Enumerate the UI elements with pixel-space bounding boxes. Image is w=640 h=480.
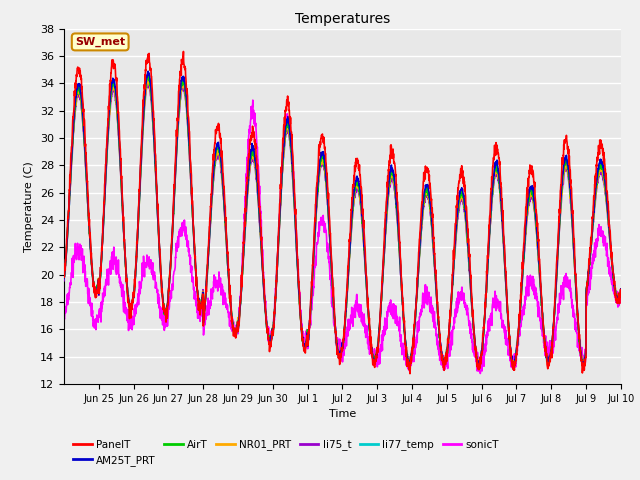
AM25T_PRT <box>609 271 617 277</box>
AirT <box>509 366 517 372</box>
AirT <box>116 144 124 150</box>
sonicT <box>542 344 550 350</box>
li75_t <box>617 287 625 292</box>
li75_t <box>511 360 518 366</box>
AM25T_PRT <box>236 305 244 311</box>
li77_temp <box>60 277 68 283</box>
Line: PanelT: PanelT <box>64 51 621 373</box>
li77_temp <box>376 319 384 325</box>
sonicT <box>60 323 68 328</box>
sonicT <box>477 371 484 376</box>
PanelT <box>60 272 68 278</box>
Line: li75_t: li75_t <box>64 80 621 366</box>
sonicT <box>617 294 625 300</box>
AirT <box>145 72 152 78</box>
NR01_PRT <box>60 276 68 282</box>
PanelT <box>180 48 188 54</box>
sonicT <box>609 276 617 282</box>
PanelT <box>406 371 414 376</box>
sonicT <box>376 346 384 352</box>
li77_temp <box>617 288 625 294</box>
AM25T_PRT <box>116 144 124 150</box>
sonicT <box>236 308 244 313</box>
AirT <box>542 348 550 354</box>
li75_t <box>236 305 244 311</box>
AM25T_PRT <box>542 349 550 355</box>
Y-axis label: Temperature (C): Temperature (C) <box>24 161 35 252</box>
NR01_PRT <box>609 270 617 276</box>
X-axis label: Time: Time <box>329 409 356 419</box>
NR01_PRT <box>116 149 124 155</box>
li75_t <box>116 149 124 155</box>
Line: sonicT: sonicT <box>64 100 621 373</box>
AirT <box>236 307 244 313</box>
AM25T_PRT <box>511 359 518 364</box>
sonicT <box>116 280 124 286</box>
Legend: PanelT, AM25T_PRT, AirT, NR01_PRT, li75_t, li77_temp, sonicT: PanelT, AM25T_PRT, AirT, NR01_PRT, li75_… <box>69 435 503 470</box>
PanelT <box>617 290 625 296</box>
PanelT <box>609 270 617 276</box>
PanelT <box>376 317 384 323</box>
AM25T_PRT <box>144 69 152 74</box>
PanelT <box>116 137 124 143</box>
NR01_PRT <box>509 362 517 368</box>
li77_temp <box>116 148 124 154</box>
li75_t <box>510 363 518 369</box>
li77_temp <box>511 360 518 366</box>
li75_t <box>376 318 384 324</box>
AM25T_PRT <box>376 316 384 322</box>
li75_t <box>609 272 617 278</box>
li77_temp <box>236 304 244 310</box>
Line: li77_temp: li77_temp <box>64 77 621 368</box>
li75_t <box>542 349 550 355</box>
sonicT <box>511 351 518 357</box>
Text: SW_met: SW_met <box>75 37 125 47</box>
li77_temp <box>609 273 617 279</box>
AirT <box>511 361 518 367</box>
AirT <box>609 276 617 281</box>
NR01_PRT <box>236 305 244 311</box>
PanelT <box>542 351 550 357</box>
li75_t <box>144 77 152 83</box>
AM25T_PRT <box>475 363 483 369</box>
Line: NR01_PRT: NR01_PRT <box>64 81 621 365</box>
PanelT <box>511 367 518 373</box>
NR01_PRT <box>376 317 384 323</box>
NR01_PRT <box>511 360 518 365</box>
PanelT <box>236 301 244 307</box>
NR01_PRT <box>144 78 152 84</box>
li77_temp <box>509 365 517 371</box>
AirT <box>376 317 384 323</box>
NR01_PRT <box>542 348 550 354</box>
li77_temp <box>542 350 550 356</box>
li77_temp <box>144 74 152 80</box>
NR01_PRT <box>617 289 625 295</box>
AM25T_PRT <box>617 286 625 292</box>
li75_t <box>60 278 68 284</box>
AM25T_PRT <box>60 276 68 282</box>
Line: AM25T_PRT: AM25T_PRT <box>64 72 621 366</box>
AirT <box>617 287 625 292</box>
sonicT <box>249 97 257 103</box>
Title: Temperatures: Temperatures <box>295 12 390 26</box>
AirT <box>60 275 68 280</box>
Line: AirT: AirT <box>64 75 621 369</box>
